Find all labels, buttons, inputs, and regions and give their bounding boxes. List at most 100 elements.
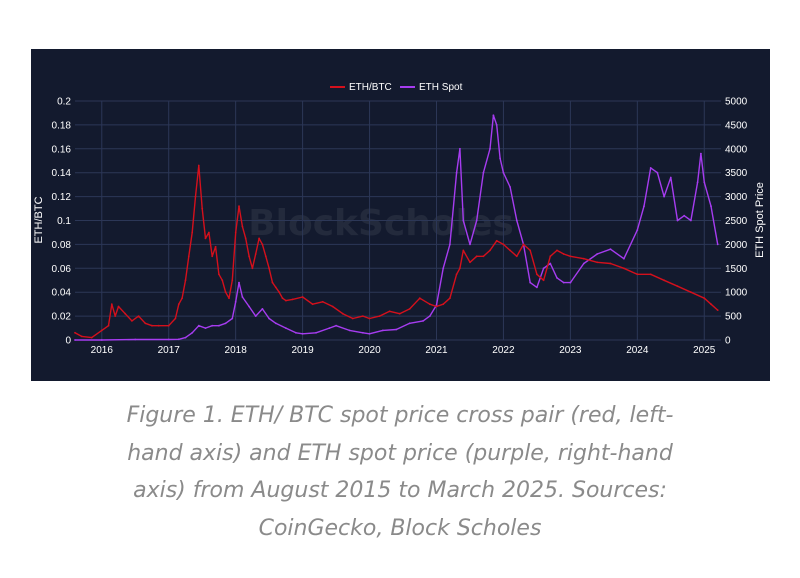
eth-spot-line-point [248, 305, 251, 308]
eth-btc-line-point [151, 324, 153, 327]
eth-btc-line-point [609, 262, 612, 265]
eth-spot-line-point [315, 331, 317, 334]
eth-spot-line-point [643, 205, 645, 208]
eth-btc-line-point [191, 231, 194, 234]
eth-spot-line-point [74, 339, 76, 341]
eth-spot-line-point [328, 327, 331, 329]
eth-btc-line-point [509, 249, 511, 252]
eth-spot-line-point [382, 329, 384, 332]
x-tick-label: 2023 [559, 345, 582, 356]
right-tick-label: 2500 [725, 216, 748, 227]
legend-label-eth-btc[interactable]: ETH/BTC [349, 82, 392, 93]
eth-btc-line-point [549, 255, 552, 258]
eth-btc-line-point [221, 279, 224, 282]
eth-spot-line-point [204, 327, 207, 329]
eth-spot-line-point [549, 262, 552, 265]
left-tick-label: 0.2 [57, 97, 71, 108]
eth-spot-line-point [556, 277, 558, 279]
eth-btc-line-point [418, 297, 421, 300]
left-tick-label: 0.14 [52, 168, 72, 179]
eth-btc-line-point [362, 315, 364, 317]
eth-spot-line-point [569, 281, 572, 284]
x-tick-label: 2017 [158, 345, 181, 356]
x-tick-label: 2024 [626, 345, 649, 356]
eth-spot-line-point [515, 219, 518, 222]
left-tick-label: 0.08 [52, 240, 72, 251]
eth-spot-line-point [669, 176, 672, 179]
eth-spot-line-point [509, 186, 511, 188]
eth-spot-line-point [408, 322, 411, 325]
eth-btc-line-point [482, 255, 485, 258]
chart-panel: BlockScholes 0 0.02 0.04 0.06 0.08 0.1 0.12 0.1… [31, 49, 770, 381]
eth-btc-line-point [495, 239, 498, 242]
eth-btc-line-point [331, 305, 334, 308]
eth-btc-line-point [234, 231, 237, 234]
eth-spot-line-point [676, 219, 679, 222]
eth-spot-line-point [449, 243, 451, 246]
watermark-text: BlockScholes [248, 203, 514, 244]
left-axis-ticks: 0 0.02 0.04 0.06 0.08 0.1 0.12 0.14 0.16 0.18 0.2 [52, 97, 72, 347]
eth-spot-line-point [134, 338, 137, 341]
eth-btc-line-point [285, 299, 287, 302]
eth-spot-line-point [529, 281, 532, 284]
eth-spot-line-point [482, 171, 485, 174]
eth-btc-line-point [351, 317, 354, 320]
eth-btc-line-point [248, 255, 251, 258]
eth-spot-line-point [335, 324, 337, 327]
right-axis-ticks: 0 500 1000 1500 2000 2500 3000 3500 4000 4500 5000 [725, 97, 748, 347]
eth-spot-line-point [455, 171, 458, 174]
figure-caption: Figure 1. ETH/ BTC spot price cross pair… [126, 403, 674, 541]
eth-spot-line-point [663, 195, 665, 198]
eth-btc-line-point [117, 305, 120, 308]
eth-btc-line-point [311, 303, 314, 306]
eth-spot-line-point [502, 171, 505, 174]
eth-spot-series-layer [74, 114, 719, 341]
dual-axis-line-chart: BlockScholes 0 0.02 0.04 0.06 0.08 0.1 0.12 0.1… [33, 82, 766, 356]
eth-spot-line-point [191, 331, 194, 334]
eth-btc-line-point [264, 255, 267, 258]
eth-btc-line-point [100, 329, 103, 332]
eth-btc-line-point [278, 291, 281, 294]
left-axis-title: ETH/BTC [33, 196, 45, 243]
left-tick-label: 0.1 [57, 216, 71, 227]
eth-btc-line-point [204, 237, 207, 240]
right-tick-label: 1500 [725, 264, 748, 275]
eth-spot-line-point [241, 296, 244, 298]
eth-btc-line-point [522, 243, 525, 246]
right-tick-label: 4500 [725, 120, 748, 131]
eth-btc-line-point [214, 245, 217, 248]
eth-spot-line-point [167, 338, 170, 341]
eth-btc-line-point [556, 249, 558, 252]
eth-btc-line-point [251, 267, 254, 270]
eth-spot-line-point [268, 317, 270, 320]
eth-btc-line-point [368, 317, 371, 320]
eth-spot-line-point [636, 229, 639, 232]
eth-btc-line-point [291, 298, 294, 301]
eth-spot-line-point [683, 214, 686, 217]
right-tick-label: 500 [725, 312, 742, 323]
eth-btc-line-point [703, 297, 706, 300]
eth-btc-line-point [378, 315, 381, 317]
eth-spot-line-point [656, 171, 659, 174]
right-axis-title: ETH Spot Price [754, 182, 766, 258]
legend-label-eth-spot[interactable]: ETH Spot [419, 82, 463, 93]
eth-spot-line-point [211, 324, 214, 327]
eth-btc-line-point [224, 291, 227, 294]
x-tick-label: 2025 [693, 345, 716, 356]
eth-spot-line-point [696, 181, 699, 184]
eth-btc-line-point [475, 255, 478, 258]
x-tick-label: 2020 [358, 345, 381, 356]
eth-btc-line-point [271, 281, 274, 284]
eth-btc-line-point [623, 267, 625, 270]
left-tick-label: 0.12 [52, 192, 72, 203]
right-tick-label: 4000 [725, 144, 748, 155]
eth-spot-line-point [459, 147, 461, 150]
legend: ETH/BTC ETH Spot [330, 82, 463, 93]
eth-spot-line-point [197, 324, 200, 327]
eth-spot-line-point [690, 219, 692, 222]
eth-btc-line-point [194, 195, 197, 198]
eth-btc-line-point [167, 324, 170, 327]
eth-btc-line-point [562, 253, 565, 255]
eth-spot-line-point [224, 322, 227, 325]
eth-btc-line-point [157, 324, 160, 327]
